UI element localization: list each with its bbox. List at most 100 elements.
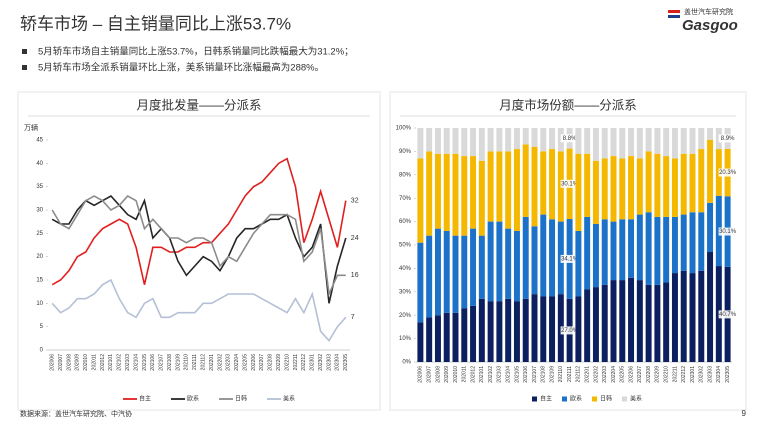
x-tick-label: 202201	[209, 354, 215, 371]
x-tick-label: 202008	[435, 366, 441, 383]
bar-segment	[636, 214, 643, 281]
bar-segment	[584, 289, 591, 362]
y-tick-label: 70%	[399, 196, 412, 202]
bar-segment	[628, 277, 635, 362]
bar-segment	[698, 212, 705, 271]
bar-segment	[487, 301, 494, 362]
data-label: 30.1%	[561, 181, 579, 187]
legend-label: 美系	[283, 395, 295, 403]
panel	[389, 91, 747, 411]
logo-name: 盖世汽车研究院	[684, 7, 733, 16]
x-tick-label: 202107	[532, 366, 538, 383]
bar-segment	[671, 216, 678, 274]
bar-segment	[584, 128, 591, 154]
x-tick-label: 202302	[699, 366, 705, 383]
bar-segment	[698, 128, 705, 150]
bar-segment	[505, 228, 512, 299]
bar-segment	[434, 228, 441, 316]
bar-segment	[654, 128, 661, 154]
x-tick-label: 202103	[125, 354, 131, 371]
x-tick-label: 202006	[418, 366, 424, 383]
label-bg	[560, 179, 579, 188]
bar-segment	[601, 128, 608, 159]
x-tick-label: 202101	[479, 366, 485, 383]
bar-segment	[417, 128, 424, 159]
x-tick-label: 202108	[167, 354, 173, 371]
bar-segment	[654, 153, 661, 217]
x-tick-label: 202112	[576, 366, 582, 383]
x-tick-label: 202209	[276, 354, 282, 371]
label-bg	[560, 134, 579, 143]
logo-stripe	[668, 10, 680, 13]
bar-segment	[522, 144, 529, 217]
x-tick-label: 202102	[117, 354, 123, 371]
bar-segment	[628, 128, 635, 157]
bar-segment	[531, 226, 538, 295]
bar-segment	[636, 158, 643, 215]
x-tick-label: 202206	[628, 366, 634, 383]
data-label: 20.3%	[719, 170, 737, 176]
x-tick-label: 202007	[426, 366, 432, 383]
x-tick-label: 202109	[175, 354, 181, 371]
x-tick-label: 202010	[453, 366, 459, 383]
bar-segment	[663, 156, 670, 217]
bar-segment	[478, 160, 485, 236]
x-tick-label: 202204	[234, 354, 240, 371]
x-tick-label: 202105	[142, 354, 148, 371]
bar-segment	[628, 219, 635, 278]
bar-segment	[584, 153, 591, 217]
x-tick-label: 202305	[725, 366, 731, 383]
bar-segment	[434, 315, 441, 362]
y-tick-label: 35	[36, 184, 43, 190]
x-tick-label: 202107	[159, 354, 165, 371]
legend-label: 自主	[139, 395, 151, 403]
x-tick-label: 202303	[707, 366, 713, 383]
bar-segment	[443, 230, 450, 313]
bar-segment	[636, 280, 643, 362]
bar-segment	[417, 322, 424, 362]
bar-segment	[628, 156, 635, 220]
y-tick-label: 5	[40, 324, 44, 330]
label-bg	[560, 254, 579, 263]
y-tick-label: 50%	[399, 243, 412, 249]
x-tick-label: 202203	[226, 354, 232, 371]
x-tick-label: 202202	[217, 354, 223, 371]
bar-segment	[487, 151, 494, 222]
bar-segment	[540, 151, 547, 215]
legend-label: 日韩	[235, 395, 247, 403]
bar-segment	[707, 252, 714, 362]
y-tick-label: 25	[36, 231, 43, 237]
label-bg	[718, 310, 737, 319]
bar-segment	[461, 308, 468, 362]
bar-segment	[434, 153, 441, 229]
x-tick-label: 202106	[523, 366, 529, 383]
bar-segment	[513, 301, 520, 362]
bar-segment	[619, 158, 626, 220]
bar-segment	[645, 128, 652, 152]
x-tick-label: 202205	[242, 354, 248, 371]
bar-segment	[531, 128, 538, 147]
data-label: 8.8%	[563, 136, 577, 142]
label-bg	[718, 134, 737, 143]
y-tick-label: 90%	[399, 149, 412, 155]
x-tick-label: 202209	[655, 366, 661, 383]
x-tick-label: 202305	[343, 354, 349, 371]
x-tick-label: 202103	[497, 366, 503, 383]
bar-segment	[689, 273, 696, 362]
x-tick-label: 202207	[259, 354, 265, 371]
label-bg	[718, 227, 737, 236]
y-tick-label: 0%	[402, 360, 411, 366]
bullet-marker	[22, 65, 27, 70]
bar-segment	[645, 151, 652, 213]
x-tick-label: 202303	[326, 354, 332, 371]
x-tick-label: 202301	[690, 366, 696, 383]
bullet-marker	[22, 49, 27, 54]
bullet: 5月轿车市场自主销量同比上涨53.7%，日韩系销量同比跌幅最大为31.2%；	[38, 46, 354, 58]
bar-segment	[426, 151, 433, 236]
bar-segment	[434, 128, 441, 154]
x-tick-label: 202008	[66, 354, 72, 371]
x-tick-label: 202208	[268, 354, 274, 371]
bar-segment	[601, 158, 608, 220]
bar-segment	[496, 301, 503, 362]
